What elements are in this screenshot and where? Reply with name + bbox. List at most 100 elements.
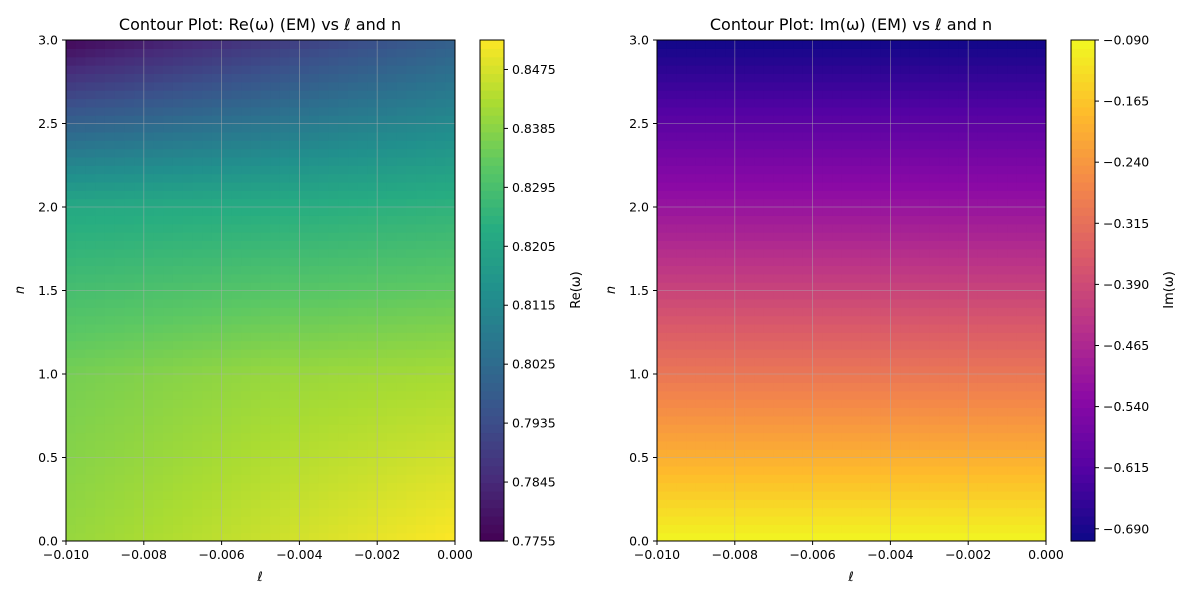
contour-cell — [396, 532, 407, 541]
contour-cell — [270, 407, 281, 417]
contour-cell — [773, 474, 785, 484]
contour-cell — [114, 490, 125, 500]
contour-cell — [763, 207, 775, 216]
contour-cell — [666, 232, 678, 241]
contour-cell — [202, 399, 213, 408]
contour-cell — [1026, 307, 1037, 317]
contour-cell — [773, 248, 785, 258]
contour-cell — [260, 265, 271, 275]
contour-cell — [754, 399, 765, 408]
contour-cell — [357, 415, 369, 425]
contour-cell — [754, 390, 765, 400]
contour-cell — [104, 348, 116, 358]
contour-cell — [968, 265, 979, 275]
contour-cell — [1016, 165, 1028, 175]
contour-cell — [802, 340, 814, 350]
contour-cell — [250, 457, 262, 467]
contour-cell — [861, 257, 872, 267]
contour-cell — [299, 48, 310, 58]
contour-cell — [919, 415, 930, 425]
contour-cell — [841, 399, 853, 408]
contour-cell — [211, 357, 223, 367]
contour-cell — [124, 332, 135, 342]
contour-cell — [367, 449, 378, 459]
contour-cell — [890, 273, 901, 283]
contour-cell — [192, 273, 203, 283]
contour-cell — [435, 457, 446, 467]
contour-cell — [939, 56, 950, 66]
contour-cell — [221, 298, 232, 308]
contour-cell — [85, 181, 96, 191]
contour-cell — [75, 374, 87, 383]
contour-cell — [172, 524, 184, 534]
contour-cell — [104, 507, 116, 517]
contour-cell — [832, 482, 843, 492]
contour-cell — [406, 357, 417, 367]
contour-cell — [948, 73, 960, 83]
contour-cell — [211, 474, 223, 484]
contour-cell — [124, 148, 135, 158]
contour-cell — [270, 365, 281, 375]
contour-cell — [715, 207, 726, 216]
contour-cell — [124, 198, 135, 208]
contour-cell — [357, 215, 369, 225]
colorbar-band — [480, 365, 504, 375]
contour-cell — [948, 499, 960, 509]
colorbar-band — [480, 98, 504, 108]
contour-cell — [367, 323, 378, 333]
contour-cell — [221, 232, 232, 241]
contour-cell — [1007, 457, 1018, 467]
contour-cell — [1016, 265, 1028, 275]
contour-cell — [309, 282, 320, 292]
contour-cell — [851, 340, 862, 350]
contour-cell — [279, 140, 291, 150]
contour-cell — [241, 232, 252, 241]
contour-cell — [134, 148, 145, 158]
contour-cell — [744, 424, 755, 434]
contour-cell — [919, 399, 930, 408]
contour-cell — [425, 374, 437, 383]
contour-cell — [958, 457, 969, 467]
contour-cell — [997, 298, 1008, 308]
contour-cell — [880, 399, 891, 408]
contour-cell — [1007, 515, 1018, 525]
contour-cell — [958, 232, 969, 241]
contour-cell — [793, 156, 804, 166]
contour-cell — [114, 424, 125, 434]
contour-cell — [773, 98, 785, 108]
contour-cell — [435, 131, 446, 141]
contour-cell — [445, 432, 455, 442]
contour-cell — [919, 482, 930, 492]
contour-cell — [211, 106, 223, 116]
contour-cell — [977, 415, 989, 425]
contour-cell — [987, 507, 998, 517]
contour-cell — [822, 432, 833, 442]
contour-cell — [657, 365, 668, 375]
colorbar-band — [1071, 490, 1095, 500]
contour-cell — [279, 290, 291, 300]
contour-cell — [890, 165, 901, 175]
contour-cell — [270, 457, 281, 467]
contour-cell — [367, 332, 378, 342]
contour-cell — [773, 382, 785, 392]
contour-cell — [75, 465, 87, 475]
contour-cell — [134, 215, 145, 225]
contour-cell — [425, 323, 437, 333]
contour-cell — [357, 248, 369, 258]
colorbar-band — [1071, 507, 1095, 517]
contour-cell — [1007, 40, 1018, 49]
contour-cell — [192, 432, 203, 442]
contour-cell — [1007, 123, 1018, 133]
contour-cell — [695, 424, 707, 434]
contour-cell — [705, 223, 716, 233]
contour-cell — [929, 232, 940, 241]
contour-cell — [134, 98, 145, 108]
contour-cell — [114, 265, 125, 275]
contour-cell — [328, 390, 339, 400]
contour-cell — [870, 515, 882, 525]
contour-cell — [348, 357, 359, 367]
contour-cell — [705, 290, 716, 300]
contour-cell — [338, 81, 349, 91]
contour-cell — [793, 40, 804, 49]
contour-cell — [416, 257, 427, 267]
